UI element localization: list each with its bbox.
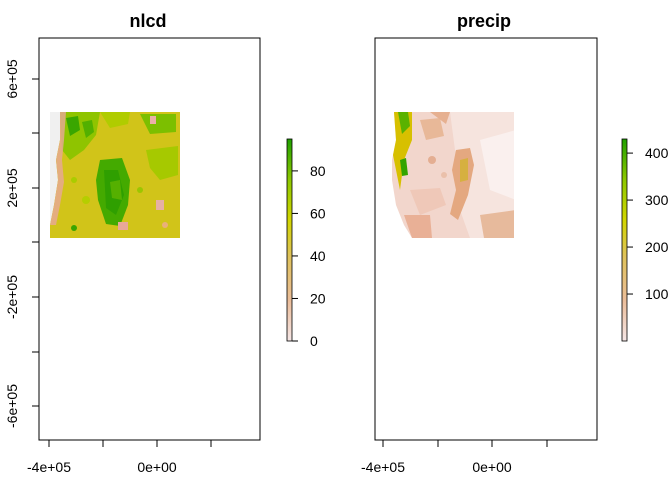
color-legend: 100 200 300 400 <box>621 138 669 342</box>
x-tick-label: 0e+00 <box>472 459 512 475</box>
legend-tick-label: 80 <box>310 163 326 179</box>
y-tick-label: 2e+05 <box>4 168 20 208</box>
panel-nlcd: nlcd <box>4 11 326 475</box>
legend-tick-label: 200 <box>645 239 669 255</box>
raster-map <box>50 112 180 238</box>
raster-map <box>392 112 514 238</box>
x-tick-label: 0e+00 <box>137 459 177 475</box>
plot-frame <box>374 37 598 441</box>
legend-tick-label: 400 <box>645 145 669 161</box>
x-tick-label: -4e+05 <box>361 459 405 475</box>
x-axis: -4e+05 0e+00 <box>361 439 548 475</box>
panel-precip: precip <box>361 11 669 475</box>
y-tick-label: -2e+05 <box>4 275 20 319</box>
legend-color-bar <box>621 138 628 342</box>
y-tick-label: 6e+05 <box>4 59 20 99</box>
x-axis: -4e+05 0e+00 <box>27 439 212 475</box>
plot-frame <box>38 37 261 441</box>
panel-title: nlcd <box>129 11 166 31</box>
x-tick-label: -4e+05 <box>27 459 71 475</box>
legend-tick-label: 0 <box>310 333 318 349</box>
legend-tick-label: 100 <box>645 286 669 302</box>
legend-tick-label: 40 <box>310 248 326 264</box>
y-tick-label: -6e+05 <box>4 384 20 428</box>
y-axis: 6e+05 2e+05 -2e+05 -6e+05 <box>4 59 40 428</box>
legend-tick-label: 60 <box>310 205 326 221</box>
legend-tick-label: 20 <box>310 290 326 306</box>
panel-title: precip <box>457 11 511 31</box>
legend-color-bar <box>286 138 293 342</box>
legend-tick-label: 300 <box>645 192 669 208</box>
color-legend: 0 20 40 60 80 <box>286 138 326 349</box>
